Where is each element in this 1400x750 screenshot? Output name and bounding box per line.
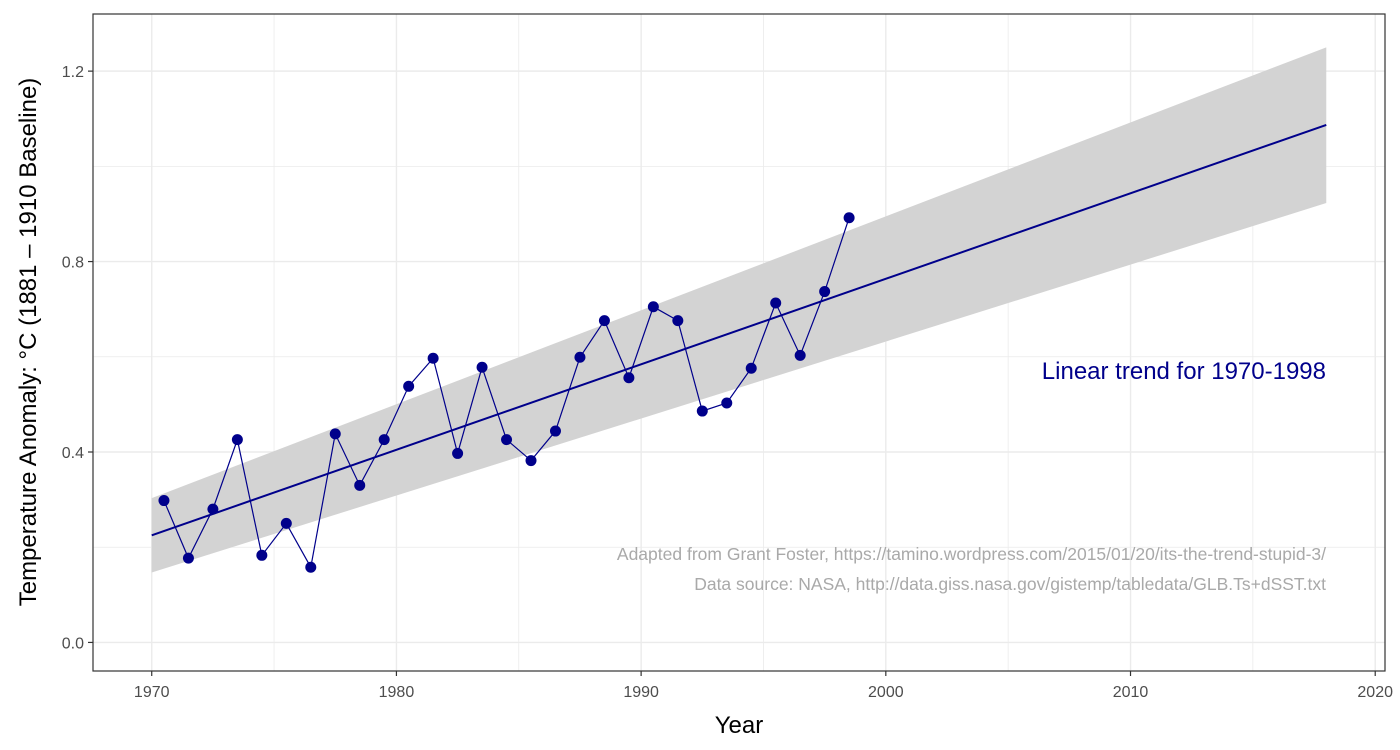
data-point xyxy=(501,434,513,446)
data-point xyxy=(745,362,757,374)
tick-labels: 1970 1980 1990 2000 2010 2020 0.0 0.4 0.8 1.2 xyxy=(62,64,1393,701)
data-point xyxy=(378,434,390,446)
confidence-band xyxy=(151,47,1327,573)
data-point xyxy=(574,351,586,363)
data-point xyxy=(452,447,464,459)
data-point xyxy=(696,405,708,417)
data-point xyxy=(819,286,831,298)
data-point xyxy=(770,297,782,309)
trend-annotation: Linear trend for 1970-1998 xyxy=(1042,358,1326,385)
data-point xyxy=(329,428,341,440)
data-point xyxy=(794,349,806,361)
panel-border xyxy=(92,13,1386,672)
data-point xyxy=(525,455,537,467)
x-tick-label: 1980 xyxy=(379,684,415,701)
data-point xyxy=(647,301,659,313)
trend-line xyxy=(151,123,1327,537)
source-annotation-2: Data source: NASA, http://data.giss.nasa… xyxy=(694,574,1326,594)
x-axis-title: Year xyxy=(715,712,764,739)
y-tick-label: 1.2 xyxy=(62,64,84,81)
data-points xyxy=(158,212,855,573)
data-point xyxy=(354,479,366,491)
x-tick-label: 2010 xyxy=(1113,684,1149,701)
data-point xyxy=(476,361,488,373)
source-annotation-1: Adapted from Grant Foster, https://tamin… xyxy=(617,544,1326,564)
data-point xyxy=(598,315,610,327)
x-tick-label: 1990 xyxy=(623,684,659,701)
y-tick-label: 0.0 xyxy=(62,635,84,652)
y-axis-title: Temperature Anomaly: °C (1881 – 1910 Bas… xyxy=(15,78,42,607)
data-point xyxy=(158,495,170,507)
x-tick-label: 2000 xyxy=(868,684,904,701)
data-point xyxy=(305,561,317,573)
data-point xyxy=(403,380,415,392)
data-point xyxy=(721,397,733,409)
data-point xyxy=(672,315,684,327)
x-tick-label: 1970 xyxy=(134,684,170,701)
data-point xyxy=(231,434,243,446)
data-point xyxy=(207,503,219,515)
x-tick-label: 2020 xyxy=(1357,684,1393,701)
axis-ticks xyxy=(88,70,1376,676)
y-tick-label: 0.4 xyxy=(62,445,84,462)
data-point xyxy=(427,352,439,364)
data-point xyxy=(256,549,268,561)
data-point xyxy=(623,372,635,384)
data-point xyxy=(182,552,194,564)
data-point xyxy=(280,517,292,529)
data-point xyxy=(843,212,855,224)
data-point xyxy=(549,425,561,437)
y-tick-label: 0.8 xyxy=(62,255,84,272)
